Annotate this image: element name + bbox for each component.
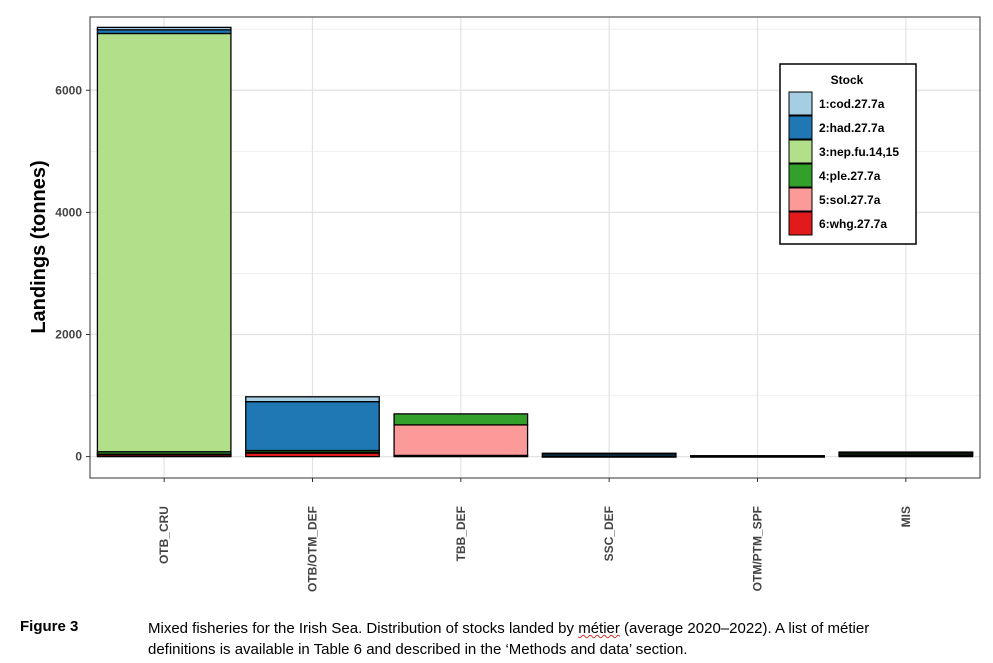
legend-label: 5:sol.27.7a [819,193,881,207]
x-tick-label: MIS [899,506,913,527]
figure-caption-text: Mixed fisheries for the Irish Sea. Distr… [148,618,938,660]
figure-label: Figure 3 [20,618,79,635]
x-axis: OTB_CRU OTB/OTM_DEF TBB_DEF SSC_DEF OTM/PTM_… [157,478,913,592]
legend-label: 4:ple.27.7a [819,169,881,183]
bar-segment [541,452,677,455]
legend-label: 2:had.27.7a [819,121,885,135]
legend: Stock 1:cod.27.7a 2:had.27.7a 3:nep.fu.14,… [779,63,917,245]
x-tick-label: OTM/PTM_SPF [751,506,765,591]
y-axis-title: Landings (tonnes) [28,160,50,333]
x-tick-label: TBB_DEF [454,506,468,561]
legend-swatch [788,91,813,116]
caption-underlined-word: métier [578,620,620,637]
caption-text-before: Mixed fisheries for the Irish Sea. Distr… [148,620,579,637]
x-tick-label: OTB_CRU [157,506,171,564]
plot-border [89,16,981,479]
caption-text-after: (average 2020–2022). A list of métier de… [148,620,870,658]
bars [96,26,974,458]
grid-lines [90,17,980,478]
y-axis: 0 2000 4000 6000 [55,83,90,464]
bar-segment [690,455,825,458]
y-tick-label: 0 [75,450,82,464]
legend-swatch [788,139,813,164]
bar-segment [245,401,380,452]
y-tick-label: 6000 [55,83,82,97]
legend-label: 3:nep.fu.14,15 [819,145,899,159]
x-tick-label: OTB/OTM_DEF [306,506,320,592]
bar-segment [393,413,529,426]
legend-swatch [788,163,813,188]
legend-swatch [788,187,813,212]
bar-segment [96,26,232,31]
bar-segment [838,451,974,454]
legend-swatch [788,115,813,140]
y-tick-label: 4000 [55,205,82,219]
bar-segment [96,32,232,453]
legend-label: 1:cod.27.7a [819,97,885,111]
legend-swatch [788,211,813,236]
bar-segment [393,424,529,457]
legend-title: Stock [831,73,864,87]
y-tick-label: 2000 [55,328,82,342]
stacked-bar-chart: 0 2000 4000 6000 OTB_CRU OTB/OTM_DEF TBB_DEF S… [28,16,981,592]
bar-segment [245,396,380,403]
legend-label: 6:whg.27.7a [819,217,887,231]
x-tick-label: SSC_DEF [602,506,616,561]
